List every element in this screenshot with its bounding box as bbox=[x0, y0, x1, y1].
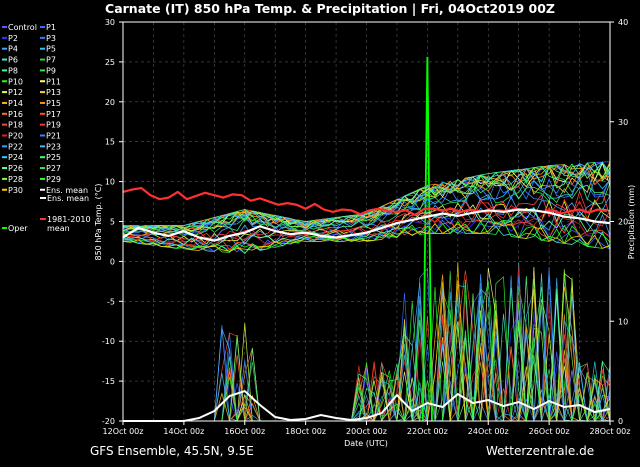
y2-tick-label: 40 bbox=[618, 18, 628, 27]
y-tick-label: -10 bbox=[102, 337, 115, 346]
y-tick-label: 0 bbox=[110, 257, 115, 266]
legend-label: Ens. mean bbox=[47, 194, 89, 203]
legend-label: P18 bbox=[8, 121, 23, 130]
legend-label: P11 bbox=[46, 77, 61, 86]
legend-label: P21 bbox=[46, 132, 61, 141]
temp-line-p28 bbox=[122, 163, 611, 232]
legend-label: P9 bbox=[46, 66, 56, 75]
y2-tick-label: 30 bbox=[618, 118, 628, 127]
legend: Control P1 P2 P3 P4 P5 P6 P7 P8 P9 P10 P11 P12 P13 P14… bbox=[2, 23, 91, 233]
y2-tick-label: 10 bbox=[618, 317, 628, 326]
y2-axis-label: Precipitation (mm) bbox=[627, 185, 636, 259]
x-tick-label: 26Oct 00z bbox=[529, 427, 570, 436]
temp-line-p27 bbox=[122, 181, 611, 237]
legend-label: P26 bbox=[8, 164, 23, 173]
legend-label: P3 bbox=[46, 34, 56, 43]
y2-axis: 40 30 20 10 0 bbox=[610, 18, 628, 426]
y-tick-label: -5 bbox=[107, 297, 115, 306]
temp-line-p26 bbox=[122, 206, 611, 248]
legend-label: Ens. mean bbox=[46, 186, 88, 195]
y-tick-label: 30 bbox=[105, 18, 115, 27]
legend-label: P28 bbox=[8, 175, 23, 184]
legend-label: P13 bbox=[46, 88, 61, 97]
x-tick-label: 24Oct 00z bbox=[468, 427, 509, 436]
temp-line-p11 bbox=[122, 162, 611, 232]
temp-line-ens-mean bbox=[122, 208, 611, 242]
legend-label: P20 bbox=[8, 132, 23, 141]
footer-model-info: GFS Ensemble, 45.5N, 9.5E bbox=[90, 444, 254, 458]
y-tick-label: -20 bbox=[102, 417, 115, 426]
y-tick-label: 20 bbox=[105, 98, 115, 107]
legend-label: P17 bbox=[46, 110, 61, 119]
legend-label: P24 bbox=[8, 153, 23, 162]
legend-label: P19 bbox=[46, 121, 61, 130]
y-tick-label: 5 bbox=[110, 218, 115, 227]
y-tick-label: 15 bbox=[105, 138, 115, 147]
legend-label: P14 bbox=[8, 99, 23, 108]
precip-line-oper-peak bbox=[421, 56, 433, 422]
y-tick-label: 25 bbox=[105, 58, 115, 67]
legend-label: P27 bbox=[46, 164, 61, 173]
legend-label: P4 bbox=[8, 45, 18, 54]
y2-tick-label: 0 bbox=[618, 417, 623, 426]
footer-source: Wetterzentrale.de bbox=[486, 444, 594, 458]
legend-label: P2 bbox=[8, 34, 18, 43]
legend-label: 1981-2010 bbox=[47, 215, 91, 224]
precip-line-ens-mean bbox=[123, 389, 611, 422]
temperature-members bbox=[122, 161, 611, 255]
legend-label: mean bbox=[47, 224, 70, 233]
legend-label: P29 bbox=[46, 175, 61, 184]
x-axis-label: Date (UTC) bbox=[344, 439, 388, 448]
temp-line-p6 bbox=[122, 224, 611, 254]
x-tick-label: 28Oct 00z bbox=[590, 427, 631, 436]
temp-line-p25 bbox=[122, 162, 611, 231]
legend-label: P23 bbox=[46, 142, 61, 151]
legend-label: P5 bbox=[46, 45, 56, 54]
temp-line-climate-mean bbox=[122, 186, 608, 217]
x-tick-label: 16Oct 00z bbox=[224, 427, 265, 436]
y-axis: 30 25 20 15 10 5 0 -5 -10 -15 -20 bbox=[102, 18, 123, 426]
temp-line-p8 bbox=[122, 161, 611, 230]
legend-label: P30 bbox=[8, 186, 23, 195]
legend-label: P15 bbox=[46, 99, 61, 108]
legend-label: Oper bbox=[8, 224, 28, 233]
x-tick-label: 12Oct 00z bbox=[103, 427, 144, 436]
x-tick-label: 22Oct 00z bbox=[407, 427, 448, 436]
legend-label: Control bbox=[8, 23, 37, 32]
x-axis: 12Oct 00z 14Oct 00z 16Oct 00z 18Oct 00z 20Oc… bbox=[103, 421, 631, 436]
legend-label: P8 bbox=[8, 66, 18, 75]
legend-label: P16 bbox=[8, 110, 23, 119]
legend-label: P6 bbox=[8, 56, 18, 65]
y-tick-label: -15 bbox=[102, 377, 115, 386]
y-axis-label: 850 hPa Temp. (°C) bbox=[94, 183, 103, 260]
y2-tick-label: 20 bbox=[618, 218, 628, 227]
x-tick-label: 14Oct 00z bbox=[163, 427, 204, 436]
x-tick-label: 18Oct 00z bbox=[285, 427, 326, 436]
temp-line-p13 bbox=[122, 171, 611, 235]
legend-label: P7 bbox=[46, 56, 56, 65]
chart-title: Carnate (IT) 850 hPa Temp. & Precipitati… bbox=[105, 1, 555, 16]
temp-line-p19 bbox=[122, 198, 611, 242]
temp-line-p30 bbox=[122, 221, 611, 252]
y-tick-label: 10 bbox=[105, 178, 115, 187]
legend-label: P10 bbox=[8, 77, 23, 86]
legend-label: P12 bbox=[8, 88, 23, 97]
legend-label: P22 bbox=[8, 142, 23, 151]
legend-label: P25 bbox=[46, 153, 61, 162]
temp-line-p23 bbox=[122, 161, 611, 231]
x-tick-label: 20Oct 00z bbox=[346, 427, 387, 436]
legend-label: P1 bbox=[46, 23, 56, 32]
